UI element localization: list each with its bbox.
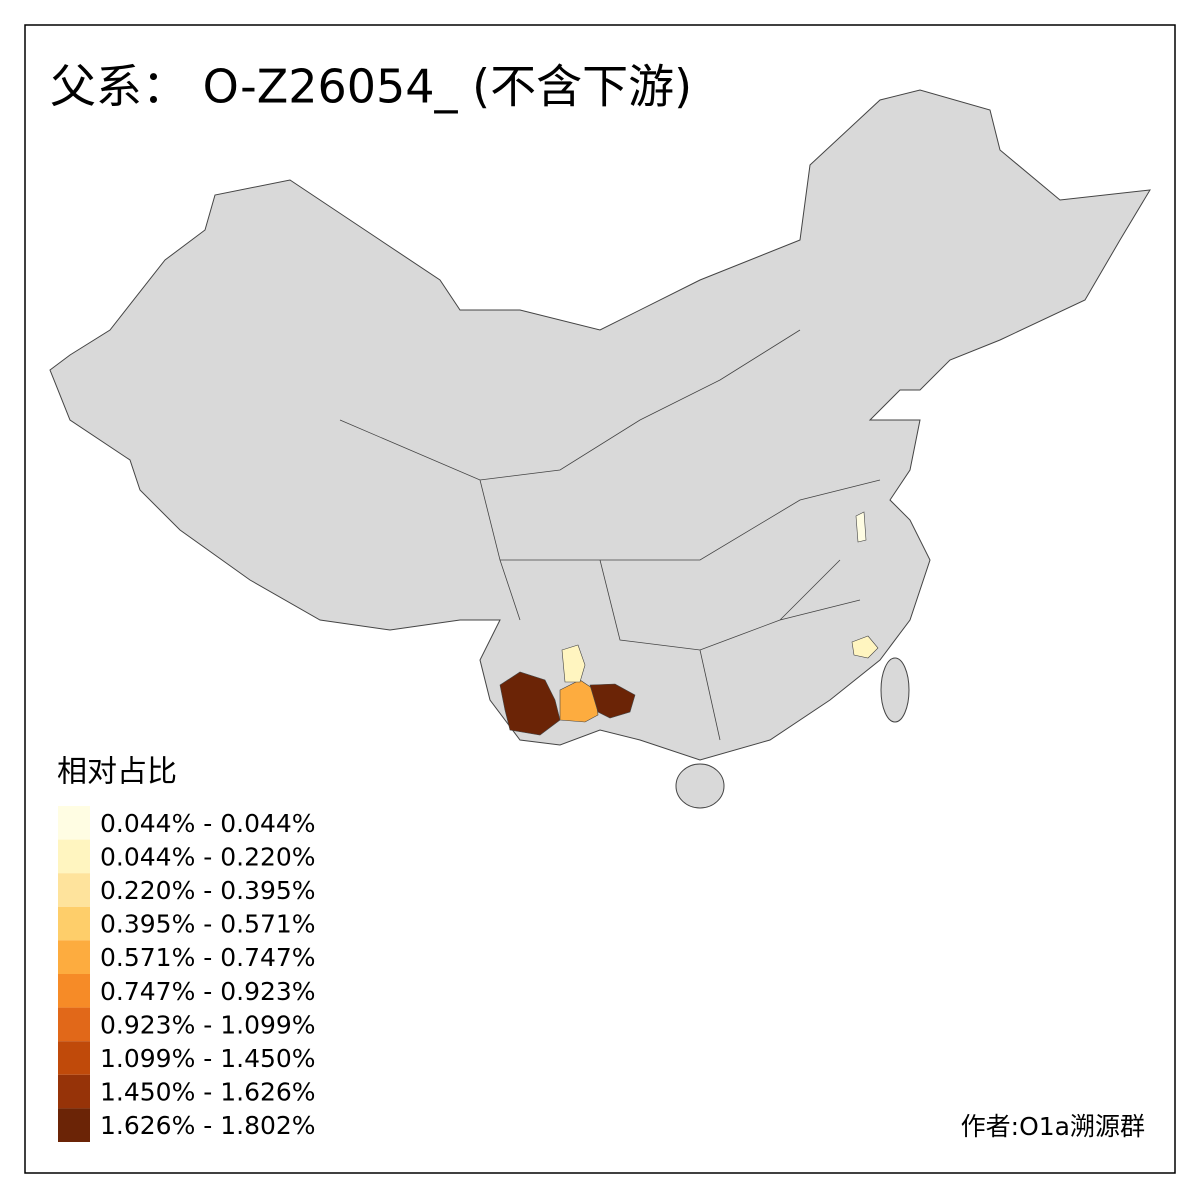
legend-swatch — [58, 1108, 90, 1142]
legend-swatch — [58, 839, 90, 874]
legend-label: 1.450% - 1.626% — [100, 1078, 316, 1107]
province-borders — [339, 329, 881, 741]
title: 父系： O-Z26054_ (不含下游) — [50, 60, 692, 114]
region — [589, 683, 636, 719]
legend-label: 0.395% - 0.571% — [100, 910, 316, 939]
legend-label: 0.220% - 0.395% — [100, 876, 316, 905]
legend-label: 1.099% - 1.450% — [100, 1044, 316, 1073]
legend-swatch — [58, 940, 90, 974]
region — [855, 511, 867, 543]
legend-swatch — [58, 1074, 90, 1109]
legend-swatch — [58, 974, 90, 1008]
legend-swatch — [58, 906, 90, 941]
country-outline — [49, 89, 1151, 761]
base-map — [49, 89, 1151, 809]
legend-swatch — [58, 1041, 90, 1075]
legend-label: 1.626% - 1.802% — [100, 1111, 316, 1140]
region — [561, 644, 586, 683]
legend-swatch — [58, 806, 90, 840]
region — [851, 635, 879, 659]
legend-label: 0.044% - 0.044% — [100, 809, 316, 838]
legend-swatch — [58, 1007, 90, 1042]
credit: 作者:O1a溯源群 — [961, 1112, 1145, 1141]
island — [880, 657, 910, 723]
legend: 0.044% - 0.044% 0.044% - 0.220% 0.220% - 0… — [58, 806, 316, 1142]
legend-label: 0.923% - 1.099% — [100, 1010, 316, 1039]
legend-swatch — [58, 873, 90, 907]
legend-title: 相对占比 — [57, 755, 177, 790]
legend-label: 0.747% - 0.923% — [100, 977, 316, 1006]
island — [675, 763, 725, 809]
legend-label: 0.044% - 0.220% — [100, 842, 316, 871]
legend-label: 0.571% - 0.747% — [100, 943, 316, 972]
